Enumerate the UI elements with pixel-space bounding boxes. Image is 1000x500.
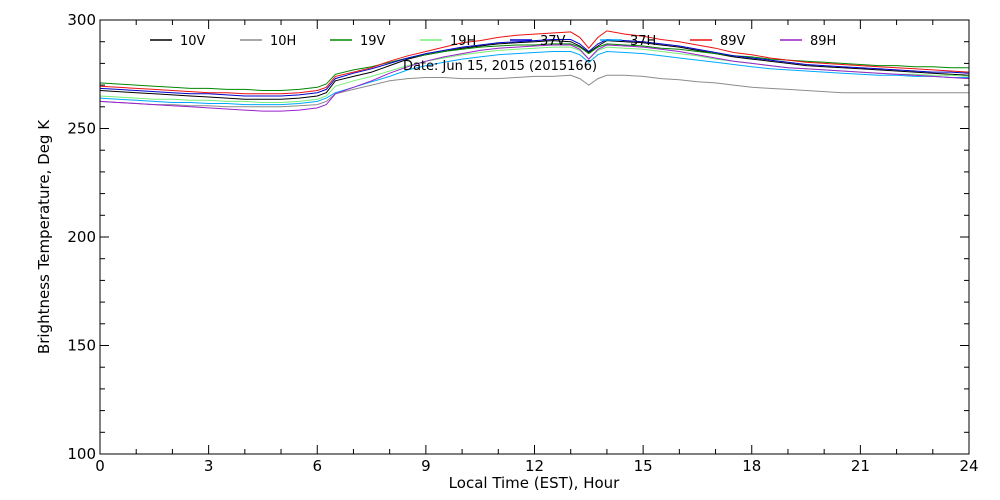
- legend-label-89h: 89H: [810, 34, 836, 49]
- series-line-89v: [99, 30, 970, 95]
- legend-label-19h: 19H: [450, 34, 476, 49]
- series-line-37h: [99, 50, 969, 106]
- legend-label-19v: 19V: [360, 34, 386, 49]
- y-tick-label: 150: [67, 337, 96, 355]
- x-tick-label: 0: [95, 457, 105, 475]
- series-line-89h: [99, 44, 970, 112]
- x-axis-title: Local Time (EST), Hour: [449, 474, 620, 492]
- series-line-37v: [99, 38, 970, 97]
- legend-label-37v: 37V: [540, 34, 566, 49]
- legend-label-89v: 89V: [720, 34, 746, 49]
- y-axis-title: Brightness Temperature, Deg K: [35, 119, 53, 354]
- x-tick-label: 9: [421, 457, 431, 475]
- legend-label-10v: 10V: [180, 34, 206, 49]
- series-line-19h: [99, 46, 970, 103]
- series-line-19v: [99, 43, 969, 91]
- series-line-10v: [99, 40, 970, 100]
- y-tick-label: 100: [67, 445, 96, 463]
- legend-label-37h: 37H: [630, 34, 656, 49]
- x-tick-label: 6: [312, 457, 322, 475]
- y-tick-label: 250: [67, 120, 96, 138]
- y-tick-label: 300: [67, 11, 96, 29]
- plot-frame: [99, 19, 970, 455]
- x-tick-label: 12: [525, 457, 544, 475]
- x-tick-label: 24: [959, 457, 978, 475]
- series-line-10h: [99, 74, 969, 108]
- plot-area: [99, 30, 970, 112]
- axis-ticks: 0 3 6 9 12 15 18 21 24 100 150 200 250 300: [67, 11, 978, 475]
- legend-label-10h: 10H: [270, 34, 296, 49]
- x-tick-label: 15: [634, 457, 653, 475]
- x-tick-label: 3: [204, 457, 214, 475]
- date-annotation: Date: Jun 15, 2015 (2015166): [403, 59, 597, 74]
- x-tick-label: 21: [851, 457, 870, 475]
- x-tick-label: 18: [742, 457, 761, 475]
- y-tick-label: 200: [67, 228, 96, 246]
- legend: 10V 10H 19V 19H 37V 37H 89V 89H: [150, 34, 836, 49]
